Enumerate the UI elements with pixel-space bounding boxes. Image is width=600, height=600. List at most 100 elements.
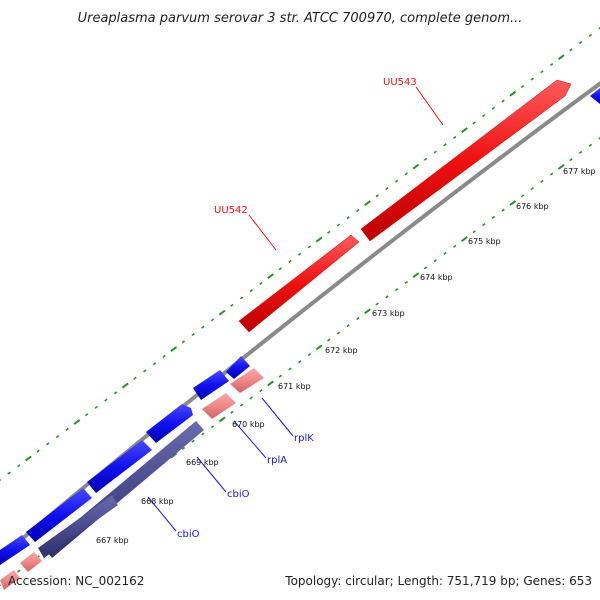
leader-UU542 bbox=[248, 214, 277, 251]
outer-tick bbox=[84, 413, 89, 417]
outer-tick bbox=[210, 318, 215, 322]
outer-tick bbox=[181, 340, 186, 344]
tick-label-672: 672 kbp bbox=[325, 346, 358, 355]
inner-tick bbox=[453, 244, 457, 248]
inner-tick bbox=[364, 308, 371, 315]
gene-UU542-arrow bbox=[238, 234, 360, 333]
tick-label-668: 668 kbp bbox=[141, 497, 174, 506]
outer-tick bbox=[0, 478, 2, 481]
inner-tick bbox=[569, 158, 573, 162]
outer-tick bbox=[201, 325, 205, 329]
tick-label-676: 676 kbp bbox=[516, 202, 549, 211]
inner-tick bbox=[394, 288, 399, 292]
gene-rplA-arrow bbox=[202, 393, 236, 419]
outer-tick bbox=[191, 332, 195, 337]
outer-tick bbox=[549, 62, 554, 67]
reverse-strand-genes-outer bbox=[0, 356, 250, 565]
gene-label-UU543: UU543 bbox=[383, 77, 417, 88]
map-title: Ureaplasma parvum serovar 3 str. ATCC 70… bbox=[78, 11, 523, 26]
outer-tick bbox=[461, 127, 468, 134]
leader-rplA bbox=[233, 420, 267, 459]
tick-label-670: 670 kbp bbox=[232, 420, 265, 429]
inner-tick bbox=[315, 344, 323, 351]
inner-tick bbox=[509, 200, 517, 206]
gene-label-cbiO-1: cbiO bbox=[227, 489, 250, 500]
inner-tick bbox=[288, 367, 292, 371]
genome-backbone bbox=[0, 81, 600, 561]
tick-label-674: 674 kbp bbox=[420, 273, 453, 282]
outer-tick bbox=[569, 48, 573, 52]
tick-label-669: 669 kbp bbox=[186, 458, 219, 467]
outer-tick bbox=[162, 354, 166, 358]
outer-tick bbox=[412, 163, 420, 170]
gene-pink-lower-left bbox=[20, 552, 42, 572]
gene-arrow-blue-2 bbox=[193, 370, 229, 400]
position-labels: 667 kbp 668 kbp 669 kbp 670 kbp 671 kbp … bbox=[96, 167, 596, 545]
outer-tick bbox=[249, 289, 253, 293]
outer-tick bbox=[557, 54, 565, 61]
outer-tick bbox=[288, 259, 292, 264]
gene-arrow-blue-5 bbox=[26, 488, 92, 542]
gene-arrow-blue-4 bbox=[87, 440, 152, 493]
outer-tick bbox=[346, 216, 350, 220]
inner-tick bbox=[307, 353, 312, 357]
tick-label-677: 677 kbp bbox=[563, 167, 596, 176]
gene-UU543-arrow bbox=[360, 79, 572, 242]
gene-label-UU542: UU542 bbox=[214, 205, 248, 216]
outer-tick bbox=[152, 362, 157, 366]
inner-tick bbox=[210, 425, 215, 429]
inner-tick bbox=[412, 272, 420, 279]
inner-tick bbox=[375, 302, 379, 306]
gene-cbiO-2-arrow bbox=[38, 495, 118, 558]
inner-tick bbox=[278, 374, 282, 378]
leader-cbiO-2 bbox=[147, 496, 177, 532]
tick-rings bbox=[0, 27, 600, 587]
outer-tick bbox=[385, 186, 389, 191]
outer-tick bbox=[491, 106, 496, 110]
genome-summary-text: Topology: circular; Length: 751,719 bp; … bbox=[284, 574, 592, 588]
outer-tick bbox=[472, 121, 476, 125]
outer-tick bbox=[482, 114, 486, 118]
outer-tick bbox=[530, 77, 534, 81]
outer-tick bbox=[267, 273, 274, 280]
outer-tick bbox=[73, 419, 81, 425]
inner-tick bbox=[230, 410, 234, 414]
inner-tick bbox=[461, 236, 468, 242]
tick-label-673: 673 kbp bbox=[372, 309, 405, 318]
inner-tick bbox=[239, 403, 244, 407]
gene-arrow-blue-6 bbox=[0, 535, 30, 565]
forward-strand-genes bbox=[238, 79, 600, 333]
inner-tick bbox=[491, 215, 496, 219]
inner-tick bbox=[540, 179, 544, 183]
label-leaders bbox=[147, 86, 444, 532]
outer-tick bbox=[336, 223, 341, 227]
gene-arrow-far-right bbox=[590, 88, 600, 104]
inner-tick bbox=[501, 208, 505, 212]
outer-tick bbox=[375, 194, 379, 198]
gene-label-cbiO-2: cbiO bbox=[177, 529, 200, 540]
leader-UU543 bbox=[415, 86, 444, 126]
inner-tick bbox=[472, 230, 476, 234]
gene-arrow-blue-1 bbox=[226, 356, 250, 379]
outer-tick bbox=[540, 70, 544, 74]
outer-tick bbox=[364, 200, 371, 206]
inner-tick bbox=[17, 569, 21, 573]
outer-tick bbox=[298, 252, 302, 256]
inner-tick bbox=[385, 295, 389, 299]
outer-tick bbox=[143, 369, 147, 373]
outer-tick bbox=[588, 33, 592, 37]
inner-tick bbox=[404, 280, 408, 284]
inner-tick bbox=[433, 259, 437, 263]
outer-tick bbox=[7, 471, 11, 475]
outer-tick bbox=[170, 346, 178, 352]
outer-tick bbox=[327, 230, 331, 234]
inner-tick bbox=[201, 432, 205, 436]
outer-tick bbox=[423, 157, 428, 161]
outer-tick bbox=[443, 143, 447, 147]
outer-tick bbox=[501, 99, 505, 103]
outer-tick bbox=[113, 391, 118, 395]
outer-tick bbox=[259, 281, 263, 285]
inner-tick bbox=[557, 163, 565, 170]
outer-tick bbox=[278, 267, 282, 271]
outer-tick bbox=[578, 41, 583, 45]
